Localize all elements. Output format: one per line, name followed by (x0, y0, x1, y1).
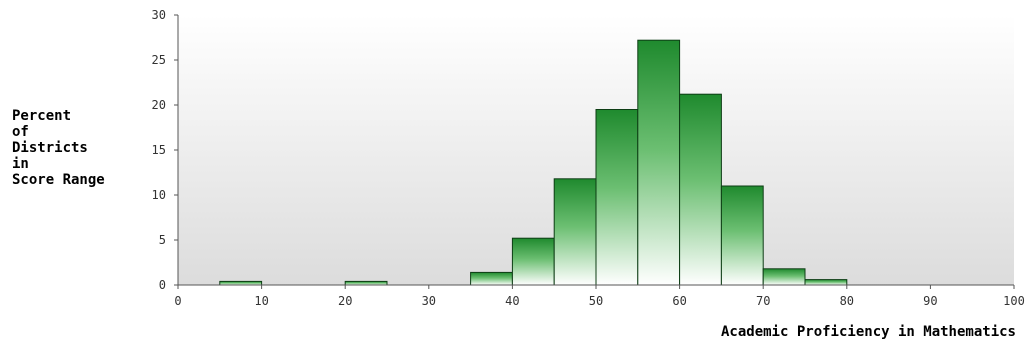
y-tick-label: 30 (152, 8, 166, 22)
histogram-bar (219, 280, 263, 286)
histogram-bar (595, 109, 639, 286)
y-tick-label: 15 (152, 143, 166, 157)
y-tick-label: 0 (159, 278, 166, 292)
histogram-bar (511, 237, 555, 286)
y-axis-label-line: in (12, 156, 29, 172)
x-tick-label: 80 (840, 294, 854, 308)
x-axis-label: Academic Proficiency in Mathematics (720, 324, 1016, 340)
x-tick-label: 40 (505, 294, 519, 308)
histogram-bar (344, 280, 388, 286)
x-tick-label: 10 (254, 294, 268, 308)
y-tick-label: 5 (159, 233, 166, 247)
y-axis-label-line: Percent (12, 108, 72, 124)
y-tick-label: 10 (152, 188, 166, 202)
histogram-bar (470, 271, 513, 286)
histogram-bar (762, 268, 806, 286)
histogram-bar (553, 178, 597, 286)
x-tick-label: 50 (589, 294, 603, 308)
y-axis-label-line: Districts (12, 140, 88, 156)
histogram-bar (804, 279, 848, 286)
histogram-bar (720, 185, 764, 286)
x-tick-label: 20 (338, 294, 352, 308)
histogram-bar (637, 39, 681, 286)
x-tick-label: 0 (174, 294, 181, 308)
x-tick-label: 100 (1003, 294, 1025, 308)
x-tick-label: 70 (756, 294, 770, 308)
y-tick-label: 25 (152, 53, 166, 67)
bars-group (219, 39, 848, 286)
x-tick-label: 60 (672, 294, 686, 308)
x-tick-label: 30 (422, 294, 436, 308)
y-axis-label-line: Score Range (12, 172, 105, 188)
x-tick-label: 90 (923, 294, 937, 308)
axes-group: 0 5 10 15 20 25 30 0 10 20 30 40 50 60 70 80 90 100 (152, 8, 1025, 308)
y-axis-label-line: of (12, 124, 29, 140)
y-tick-label: 20 (152, 98, 166, 112)
histogram-bar (679, 93, 722, 286)
